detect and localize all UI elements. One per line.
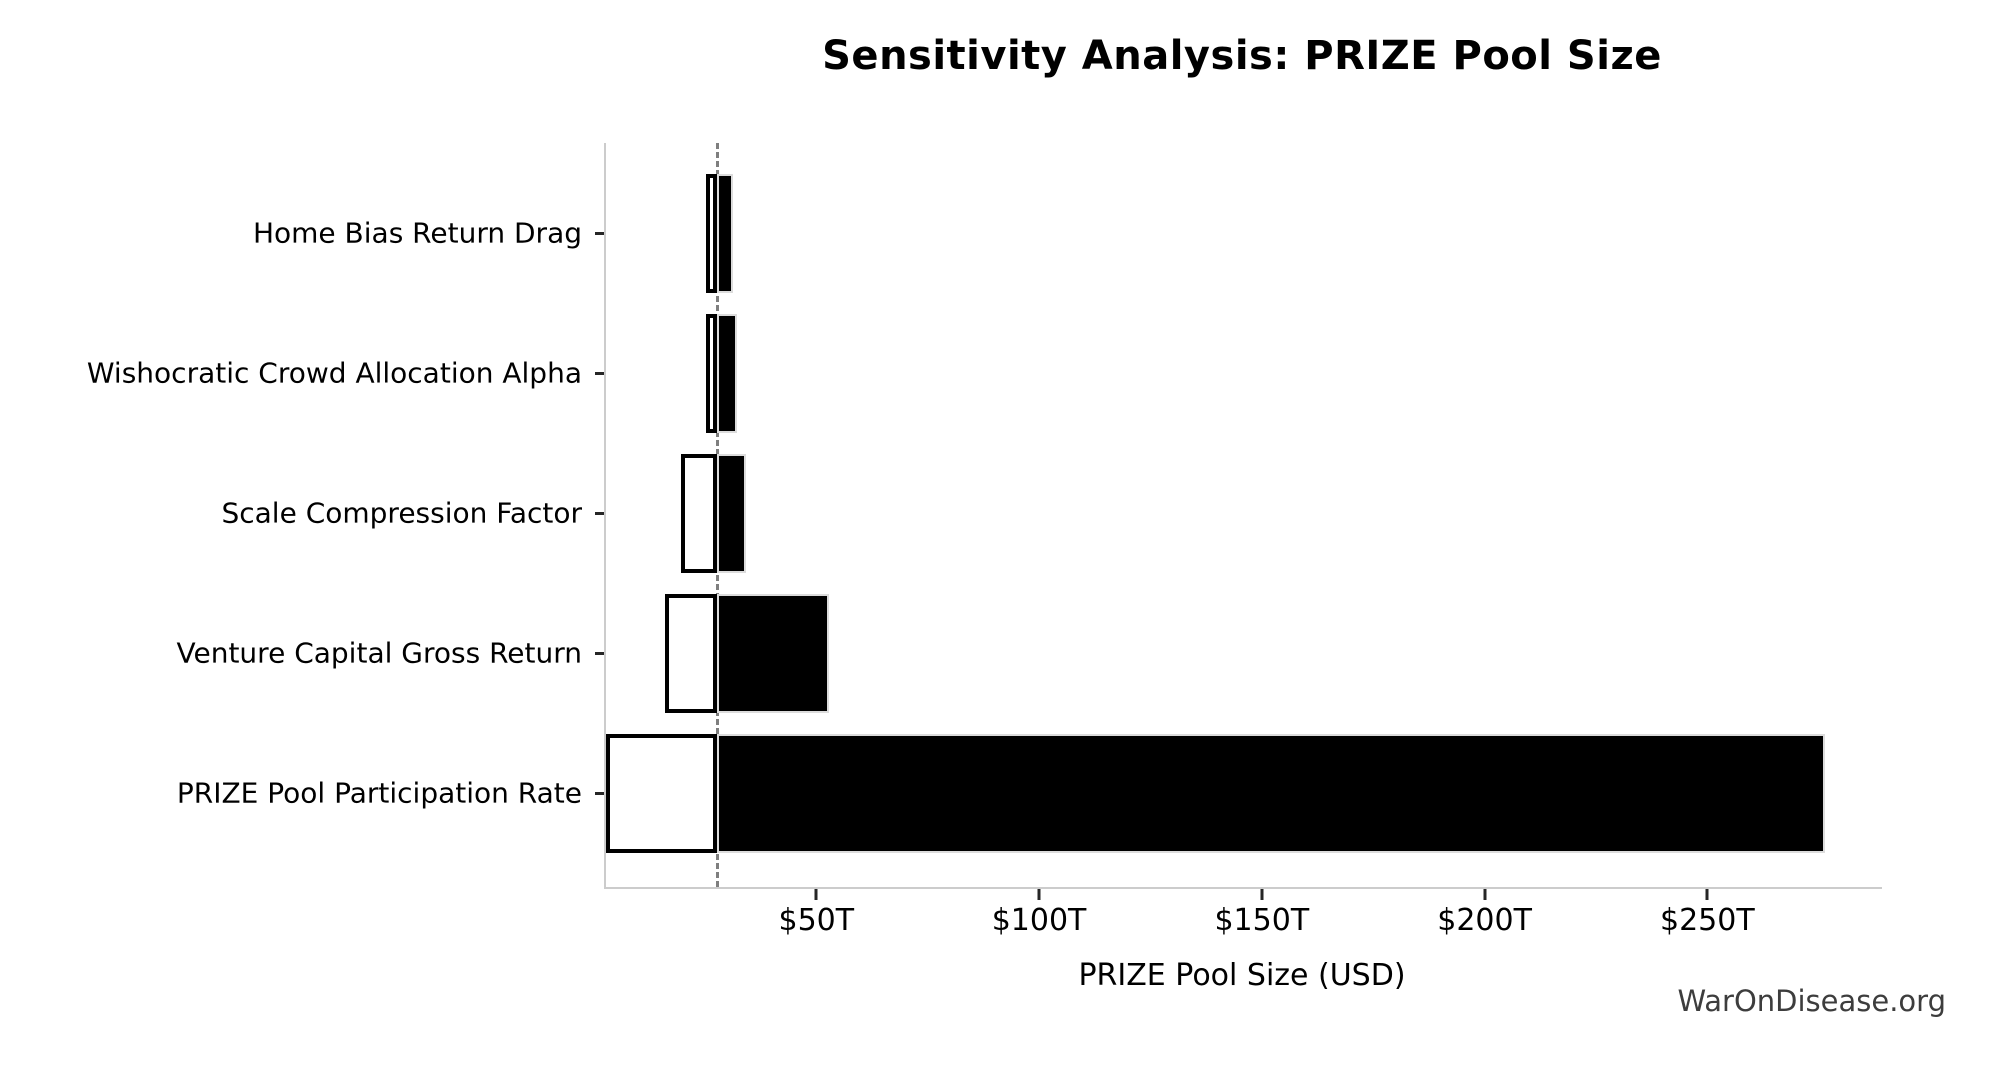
chart-title: Sensitivity Analysis: PRIZE Pool Size	[822, 33, 1662, 79]
bar-low-segment	[680, 453, 718, 573]
x-tick-label: $200T	[1437, 903, 1532, 938]
bar-low-segment	[705, 313, 718, 433]
x-axis-tick	[1705, 889, 1709, 900]
bar-high-segment	[717, 593, 829, 713]
x-axis-tick	[814, 889, 818, 900]
y-axis-tick	[595, 511, 604, 515]
x-axis-tick	[1483, 889, 1487, 900]
bar-low-segment	[706, 173, 718, 293]
x-tick-label: $50T	[778, 903, 855, 938]
x-axis-tick	[1037, 889, 1041, 900]
bar-high-segment	[717, 733, 1825, 853]
x-tick-label: $250T	[1660, 903, 1755, 938]
x-axis-tick	[1260, 889, 1264, 900]
bar-low-segment	[606, 733, 718, 853]
y-axis-label: Home Bias Return Drag	[252, 216, 582, 250]
y-axis-label: PRIZE Pool Participation Rate	[176, 776, 582, 810]
bar-high-segment	[717, 453, 746, 573]
bar-high-segment	[717, 173, 733, 293]
x-tick-label: $150T	[1214, 903, 1310, 938]
y-axis-tick	[595, 231, 604, 235]
bar-low-segment	[665, 593, 718, 713]
y-axis-label: Scale Compression Factor	[221, 496, 582, 530]
y-axis-tick	[595, 791, 604, 795]
bar-high-segment	[717, 313, 737, 433]
watermark: WarOnDisease.org	[1677, 984, 1946, 1018]
y-axis-label: Venture Capital Gross Return	[176, 636, 583, 670]
x-tick-label: $100T	[991, 903, 1087, 938]
x-axis-label: PRIZE Pool Size (USD)	[1078, 958, 1406, 993]
y-axis-label: Wishocratic Crowd Allocation Alpha	[86, 356, 582, 390]
y-axis-tick	[595, 371, 604, 375]
y-axis-tick	[595, 651, 604, 655]
plot-area: Home Bias Return Drag Wishocratic Crowd A…	[87, 143, 1882, 938]
